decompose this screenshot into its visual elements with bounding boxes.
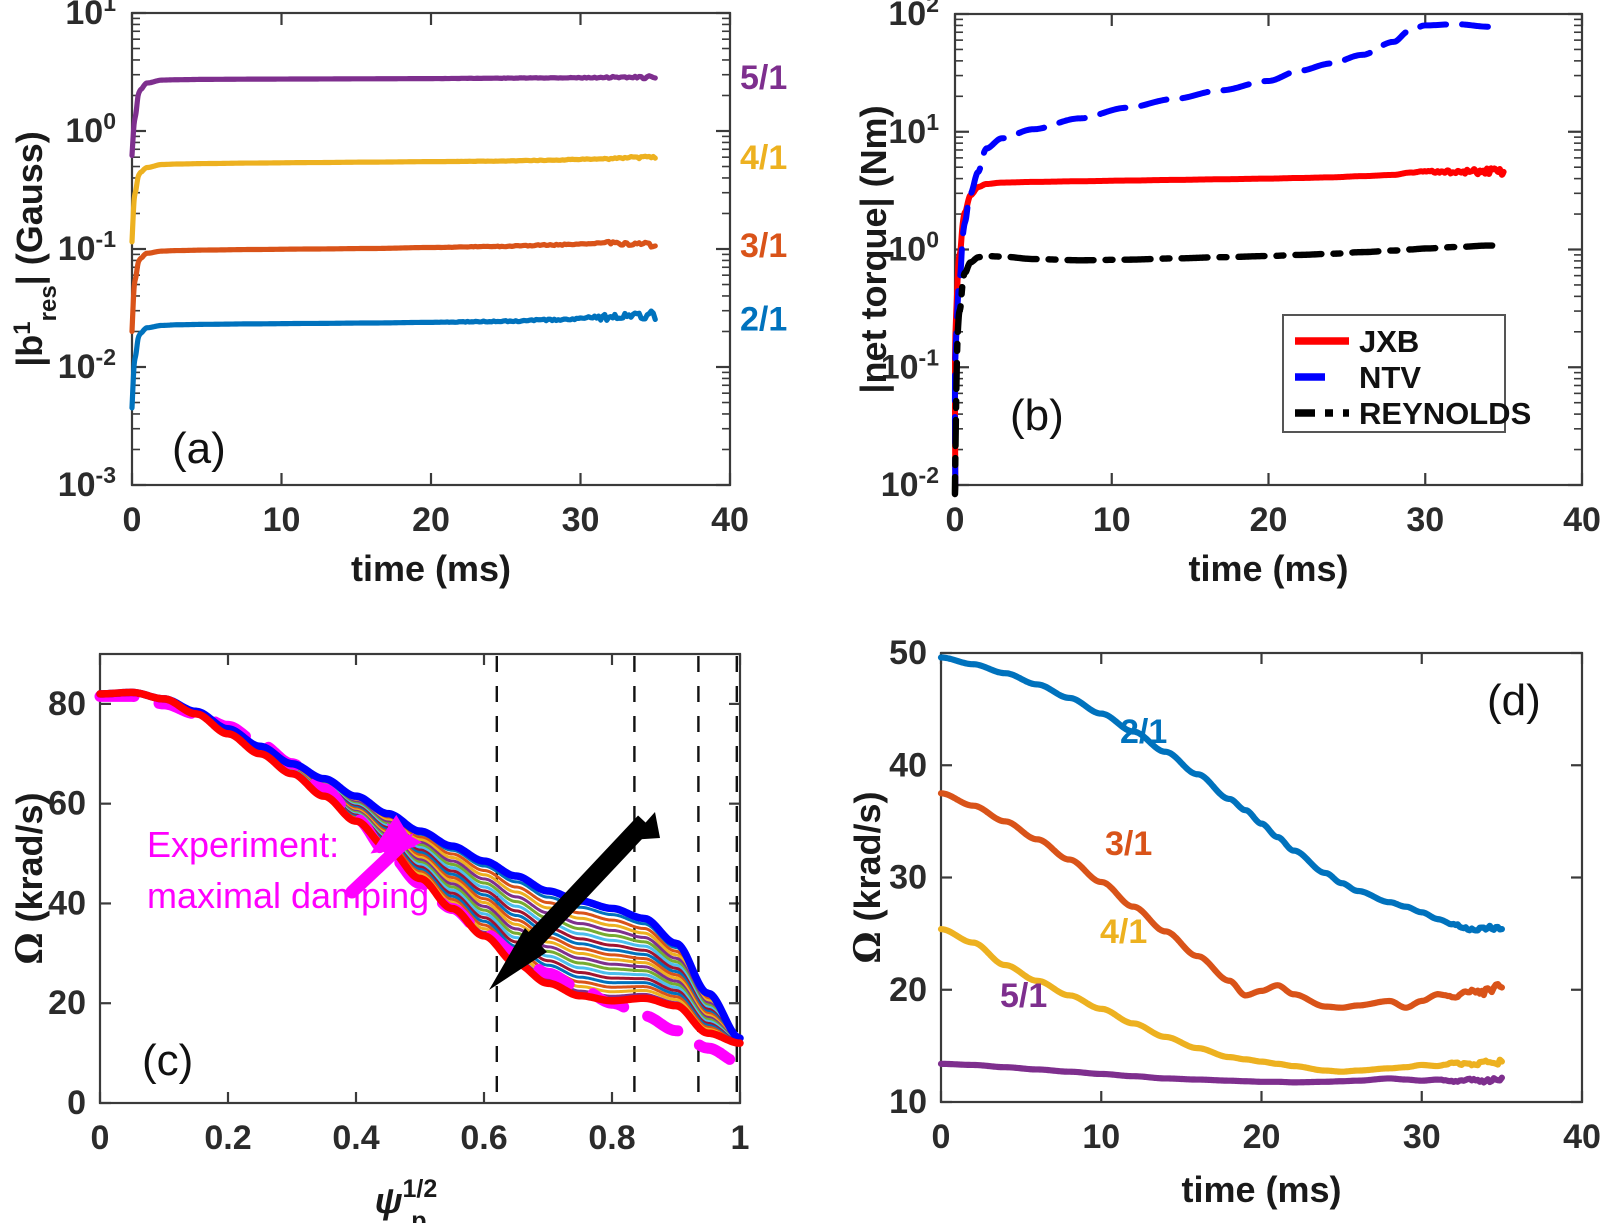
- panel-d-curve-3-1: [937, 790, 1505, 1011]
- panel-a-curve-label-3-1: 3/1: [740, 227, 787, 265]
- panel-c-ytick-label: 80: [48, 685, 86, 723]
- panel-b-ylabel: |net torque| (Nm): [853, 105, 895, 393]
- panel-d-ylabel: Ω (krad/s): [847, 791, 889, 963]
- panel-a-curve-5-1: [129, 73, 658, 159]
- panel-d-ytick-label: 30: [889, 859, 927, 897]
- panel-b-ytick-label: 100: [888, 227, 939, 269]
- panel-b-curve-undefined: [951, 165, 1507, 488]
- panel-c-label: (c): [142, 1036, 193, 1085]
- panel-c-ytick-label: 40: [48, 884, 86, 922]
- panel-a: 0 10 20 30 40 10-3 10-2 10-1 100 101 time (ms) |b1r…: [9, 0, 787, 589]
- panel-b-xtick-label: 0: [946, 501, 965, 539]
- panel-a-xtick-label: 30: [562, 501, 600, 539]
- panel-c-xtick-label: 0: [91, 1119, 110, 1157]
- panel-a-xtick-label: 40: [711, 501, 749, 539]
- panel-a-ytick-label: 10-3: [58, 462, 116, 504]
- panel-c-xtick-label: 0.6: [460, 1119, 507, 1157]
- panel-d-ytick-label: 10: [889, 1083, 927, 1121]
- panel-b-legend-label-JXB: JXB: [1359, 324, 1419, 359]
- panel-c-experiment-curve: [94, 690, 746, 1069]
- panel-b-legend-label-REYNOLDS: REYNOLDS: [1359, 396, 1531, 431]
- panel-c-xtick-label: 0.8: [588, 1119, 635, 1157]
- panel-c-evolution-arrow-shaft: [513, 815, 652, 962]
- panel-c-evolution-arrow-tail: [630, 812, 660, 840]
- panel-b-xtick-label: 40: [1563, 501, 1600, 539]
- panel-b-xtick-label: 10: [1093, 501, 1131, 539]
- panel-a-curve-3-1: [129, 238, 658, 335]
- panel-c-ytick-label: 60: [48, 785, 86, 823]
- panel-b-xtick-label: 30: [1406, 501, 1444, 539]
- panel-a-ytick-label: 10-2: [58, 344, 116, 386]
- panel-c-xlabel: ψ1/2 p: [375, 1175, 438, 1223]
- panel-a-xtick-label: 20: [412, 501, 450, 539]
- panel-d-xtick-label: 30: [1403, 1118, 1441, 1156]
- panel-b-curve-undefined: [951, 242, 1507, 498]
- panel-d-curve-label-5-1: 5/1: [1000, 977, 1047, 1015]
- panel-b-ytick-label: 102: [888, 0, 939, 33]
- panel-c-ytick-label: 0: [67, 1084, 86, 1122]
- panel-c-evolution-arrow-head: [489, 928, 547, 990]
- panel-d-curve-2-1: [937, 654, 1505, 934]
- panel-d-xlabel: time (ms): [1181, 1169, 1341, 1210]
- panel-d-xtick-label: 0: [932, 1118, 951, 1156]
- panel-d-xtick-label: 10: [1082, 1118, 1120, 1156]
- panel-d-xtick-label: 20: [1243, 1118, 1281, 1156]
- panel-a-curve-label-4-1: 4/1: [740, 139, 787, 177]
- panel-b-ytick-label: 101: [888, 109, 939, 151]
- panel-c-arrow-head: [377, 833, 414, 858]
- panel-c-axes-box: [98, 652, 742, 1105]
- panel-c-annotation-line1: Experiment:: [147, 824, 339, 865]
- panel-d-label: (d): [1487, 676, 1541, 725]
- panel-b-ytick-label: 10-1: [881, 344, 939, 386]
- panel-d-ytick-label: 20: [889, 971, 927, 1009]
- panel-d-axes-box: [939, 651, 1584, 1104]
- panel-a-curve-2-1: [129, 308, 658, 411]
- panel-d-curve-5-1: [937, 1060, 1505, 1086]
- panel-a-ytick-label: 10-1: [58, 226, 116, 268]
- panel-d-xtick-label: 40: [1563, 1118, 1600, 1156]
- panel-c: 0 0.2 0.4 0.6 0.8 1 0 20 40 60 80 ψ1/2 p Ω (krad/s) (c…: [9, 652, 750, 1223]
- panel-c-final-curve: [96, 688, 744, 1047]
- panel-a-label: (a): [172, 424, 226, 473]
- panel-b-curve-undefined: [951, 21, 1507, 488]
- panel-c-annotation-line2: maximal damping: [147, 875, 429, 916]
- panel-a-ylabel: |b1res| (Gauss): [9, 131, 62, 367]
- panel-c-xtick-label: 1: [731, 1119, 750, 1157]
- panel-d-curve-label-4-1: 4/1: [1100, 913, 1147, 951]
- panel-a-ytick-label: 100: [65, 108, 116, 150]
- panel-a-xtick-label: 10: [263, 501, 301, 539]
- panel-b-xlabel: time (ms): [1188, 548, 1348, 589]
- panel-a-xlabel: time (ms): [351, 548, 511, 589]
- panel-d-ytick-label: 50: [889, 634, 927, 672]
- panel-a-curve-4-1: [129, 153, 658, 245]
- panel-c-xtick-label: 0.4: [332, 1119, 379, 1157]
- panel-d-curve-label-3-1: 3/1: [1105, 825, 1152, 863]
- panel-b-legend-label-NTV: NTV: [1359, 360, 1421, 395]
- panel-d-ytick-label: 40: [889, 746, 927, 784]
- panel-d-curve-label-2-1: 2/1: [1120, 713, 1167, 751]
- panel-a-curve-label-5-1: 5/1: [740, 59, 787, 97]
- panel-a-ytick-label: 101: [65, 0, 116, 32]
- panel-c-ylabel: Ω (krad/s): [9, 792, 51, 964]
- panel-d-curve-4-1: [937, 926, 1505, 1075]
- panel-a-xtick-label: 0: [123, 501, 142, 539]
- panel-c-xtick-label: 0.2: [204, 1119, 251, 1157]
- panel-a-curve-label-2-1: 2/1: [740, 300, 787, 338]
- panel-c-ytick-label: 20: [48, 984, 86, 1022]
- panel-b-label: (b): [1010, 391, 1064, 440]
- panel-b-xtick-label: 20: [1250, 501, 1288, 539]
- panel-b-ytick-label: 10-2: [881, 462, 939, 504]
- panel-b: 0 10 20 30 40 10-2 10-1 100 101 102 time (ms) |net …: [853, 0, 1600, 589]
